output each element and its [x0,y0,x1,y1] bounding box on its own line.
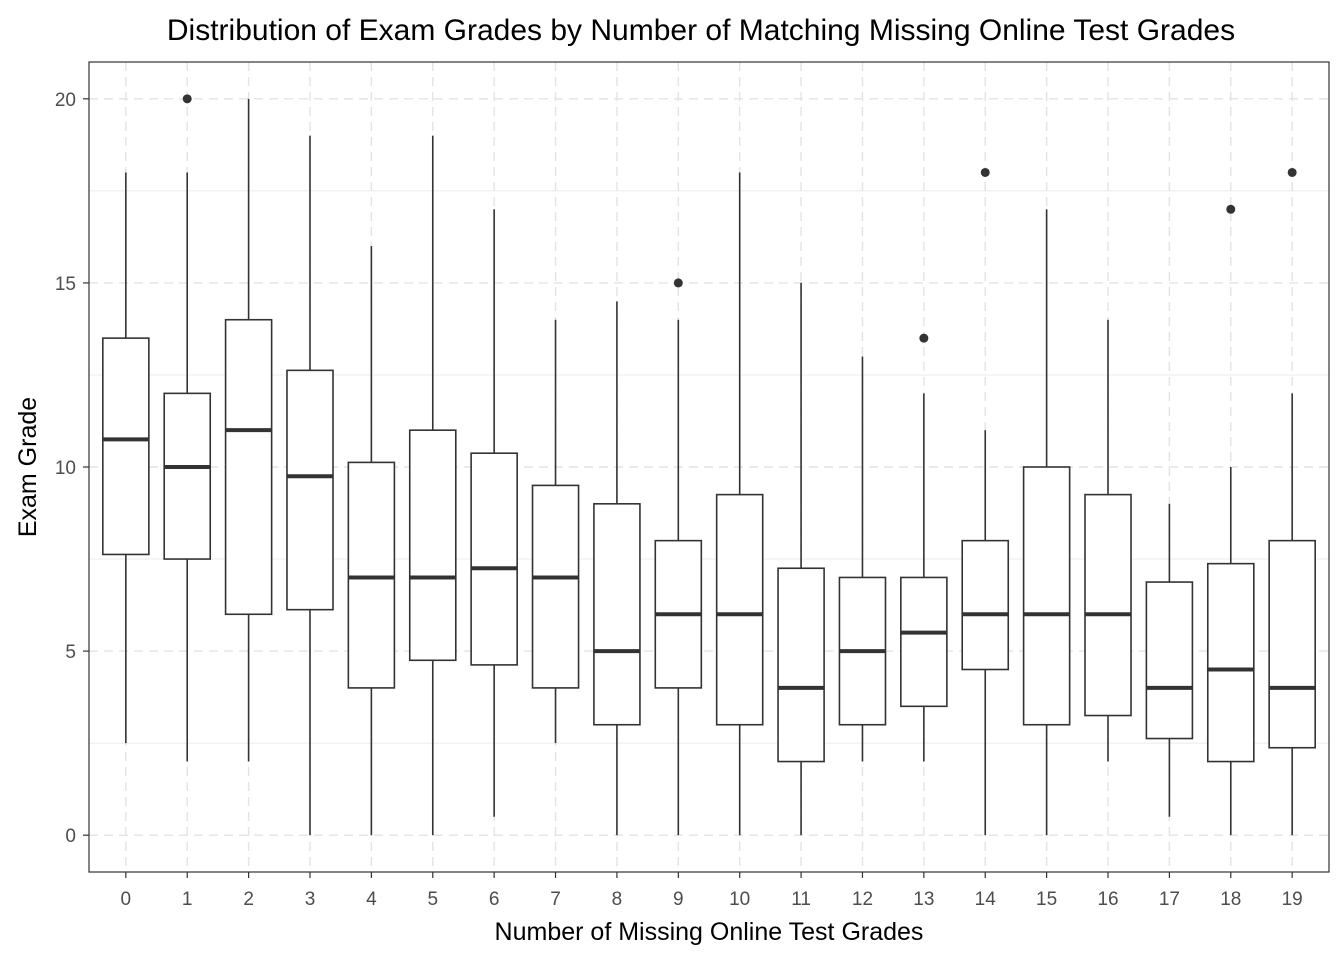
box-iqr [900,576,948,708]
box-8 [593,301,641,836]
x-tick-label: 14 [975,889,997,910]
x-tick-label: 17 [1159,889,1180,910]
box-iqr [777,567,825,763]
box-4 [347,246,396,836]
box-7 [531,319,580,744]
chart-title: Distribution of Exam Grades by Number of… [167,14,1235,47]
x-tick-label: 3 [305,889,316,910]
box-17 [1145,503,1194,817]
x-axis-label: Number of Missing Online Test Grades [495,918,924,946]
y-tick-label: 0 [65,826,76,847]
x-tick-label: 19 [1282,889,1303,910]
outlier-point [1287,167,1297,177]
box-iqr [470,452,518,666]
x-tick-label: 8 [612,889,623,910]
y-axis-label: Exam Grade [14,397,42,537]
y-tick-label: 10 [55,458,76,479]
box-6 [470,209,518,817]
box-iqr [1145,581,1194,740]
box-iqr [1022,466,1071,726]
outlier-point [182,94,192,104]
x-tick-label: 16 [1097,889,1118,910]
y-tick-label: 5 [65,642,76,663]
box-iqr [593,503,641,726]
box-iqr [1268,539,1316,749]
box-3 [286,135,334,836]
box-9 [654,278,703,836]
box-16 [1084,319,1132,762]
x-tick-label: 13 [913,889,934,910]
x-tick-label: 9 [673,889,684,910]
box-iqr [408,429,457,662]
x-tick-label: 6 [489,889,500,910]
box-iqr [224,318,273,616]
box-12 [838,356,887,762]
outlier-point [1226,204,1236,214]
box-iqr [961,539,1010,671]
outlier-point [673,278,683,288]
x-tick-label: 15 [1036,889,1057,910]
x-tick-label: 0 [121,889,132,910]
box-iqr [347,461,396,689]
outlier-point [919,333,929,343]
box-14 [961,167,1010,836]
box-10 [715,172,764,836]
x-tick-label: 10 [729,889,750,910]
x-tick-label: 4 [366,889,377,910]
box-0 [102,172,150,744]
box-iqr [286,369,334,611]
x-tick-label: 2 [243,889,254,910]
box-15 [1022,209,1071,836]
x-tick-label: 7 [550,889,561,910]
box-11 [777,282,825,836]
box-5 [408,135,457,836]
box-iqr [102,337,150,556]
box-13 [900,333,948,762]
x-tick-label: 12 [852,889,873,910]
x-tick-label: 18 [1220,889,1241,910]
y-tick-label: 20 [55,90,76,111]
box-iqr [531,484,580,689]
x-tick-label: 1 [182,889,193,910]
box-iqr [715,493,764,726]
box-iqr [1084,493,1132,717]
outlier-point [980,167,990,177]
box-18 [1206,204,1255,836]
box-19 [1268,167,1316,836]
box-1 [163,94,212,762]
x-tick-label: 5 [427,889,438,910]
x-tick-label: 11 [791,889,811,910]
box-iqr [1206,562,1255,763]
box-iqr [163,392,212,560]
box-2 [224,98,273,762]
y-tick-label: 15 [55,274,76,295]
box-series [102,94,1316,836]
